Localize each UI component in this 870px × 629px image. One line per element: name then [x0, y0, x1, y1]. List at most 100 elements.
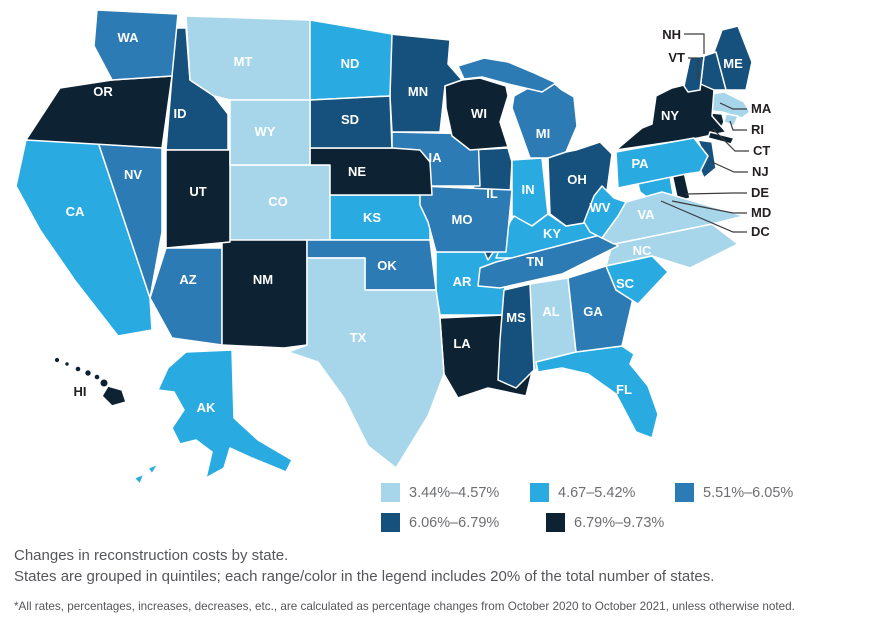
state-ne: [309, 147, 433, 196]
legend-swatch-q3: [675, 483, 694, 502]
leader-line-vt: [688, 57, 699, 80]
state-label-id: ID: [174, 106, 187, 121]
state-label-ok: OK: [377, 258, 397, 273]
state-mo: [419, 185, 513, 253]
state-mi: [457, 57, 578, 159]
state-label-in: IN: [522, 182, 535, 197]
leader-line-ma: [719, 102, 747, 110]
state-ut: [165, 149, 231, 249]
state-or: [25, 75, 173, 149]
state-label-nm: NM: [253, 272, 273, 287]
state-label-wv: WV: [590, 200, 611, 215]
state-vt: [683, 55, 705, 93]
state-label-or: OR: [93, 84, 113, 99]
state-fl: [535, 345, 659, 439]
legend-label-q4: 6.06%–6.79%: [409, 514, 500, 531]
state-label-ks: KS: [363, 210, 381, 225]
state-label-ny: NY: [661, 108, 679, 123]
state-label-nc: NC: [633, 243, 652, 258]
caption-line-2: States are grouped in quintiles; each ra…: [14, 568, 715, 585]
state-label-dc: DC: [751, 224, 770, 239]
state-pa: [615, 137, 709, 189]
state-wv: [583, 185, 627, 239]
state-label-ma: MA: [751, 101, 772, 116]
state-wy: [229, 99, 311, 166]
legend-label-q5: 6.79%–9.73%: [574, 514, 665, 531]
state-sc: [605, 255, 669, 305]
leader-line-dc: [660, 200, 747, 233]
state-label-nv: NV: [124, 167, 142, 182]
legend-label-q1: 3.44%–4.57%: [409, 484, 500, 501]
state-label-tn: TN: [526, 254, 543, 269]
state-label-hi: HI: [74, 384, 87, 399]
state-ny: [615, 81, 735, 151]
state-label-ak: AK: [197, 400, 216, 415]
state-label-de: DE: [751, 185, 769, 200]
legend-item-q2: 4.67–5.42%: [530, 483, 635, 502]
footnote: *All rates, percentages, increases, decr…: [14, 600, 795, 613]
state-label-nh: NH: [662, 27, 681, 42]
state-label-ne: NE: [348, 164, 366, 179]
state-label-mt: MT: [234, 54, 253, 69]
state-label-ga: GA: [583, 304, 603, 319]
state-tx: [287, 257, 445, 469]
legend-swatch-q5: [546, 513, 565, 532]
state-label-ut: UT: [189, 184, 206, 199]
state-label-fl: FL: [616, 382, 632, 397]
state-label-il: IL: [486, 186, 498, 201]
state-wi: [444, 77, 509, 151]
legend-item-q3: 5.51%–6.05%: [675, 483, 793, 502]
state-label-mi: MI: [536, 126, 550, 141]
state-ri: [723, 113, 739, 127]
state-hi: [53, 356, 127, 407]
state-label-la: LA: [453, 336, 471, 351]
state-label-wa: WA: [118, 30, 140, 45]
leader-line-nj: [711, 161, 748, 173]
state-nm: [221, 239, 308, 349]
state-label-az: AZ: [179, 272, 196, 287]
state-label-al: AL: [542, 304, 559, 319]
state-label-pa: PA: [631, 156, 649, 171]
leader-line-nh: [684, 33, 705, 54]
state-ms: [497, 283, 535, 389]
leader-line-ri: [729, 120, 747, 131]
state-az: [149, 247, 223, 346]
state-label-mo: MO: [452, 212, 473, 227]
legend-swatch-q4: [381, 513, 400, 532]
state-label-sd: SD: [341, 112, 359, 127]
state-label-ca: CA: [66, 204, 85, 219]
legend-swatch-q2: [530, 483, 549, 502]
state-label-wi: WI: [471, 106, 487, 121]
state-label-wy: WY: [255, 124, 276, 139]
legend-label-q3: 5.51%–6.05%: [703, 484, 794, 501]
leader-line-md: [671, 200, 747, 214]
state-label-md: MD: [751, 205, 771, 220]
leader-line-ct: [712, 128, 749, 152]
state-label-ia: IA: [429, 150, 443, 165]
caption-line-1: Changes in reconstruction costs by state…: [14, 547, 289, 564]
state-label-ar: AR: [453, 274, 472, 289]
state-label-co: CO: [268, 194, 288, 209]
state-label-nd: ND: [341, 56, 360, 71]
legend-label-q2: 4.67–5.42%: [558, 484, 636, 501]
legend-item-q5: 6.79%–9.73%: [546, 513, 664, 532]
state-ak: [133, 349, 293, 485]
legend-swatch-q1: [381, 483, 400, 502]
legend-item-q4: 6.06%–6.79%: [381, 513, 499, 532]
state-label-ri: RI: [751, 122, 764, 137]
state-label-nj: NJ: [752, 164, 769, 179]
state-label-tx: TX: [350, 330, 367, 345]
state-label-sc: SC: [616, 276, 635, 291]
state-nc: [605, 223, 739, 269]
state-label-va: VA: [637, 207, 655, 222]
leader-line-de: [685, 192, 747, 195]
state-label-ct: CT: [753, 143, 770, 158]
state-label-vt: VT: [668, 50, 685, 65]
state-label-ms: MS: [506, 310, 526, 325]
labels-layer: AL AK AZ AR CA CO CT DE DC FL GA HI ID IL IN IA KS KY LA ME…: [66, 27, 772, 415]
state-label-oh: OH: [567, 172, 587, 187]
state-wa: [93, 9, 179, 81]
states-layer: [15, 9, 753, 485]
